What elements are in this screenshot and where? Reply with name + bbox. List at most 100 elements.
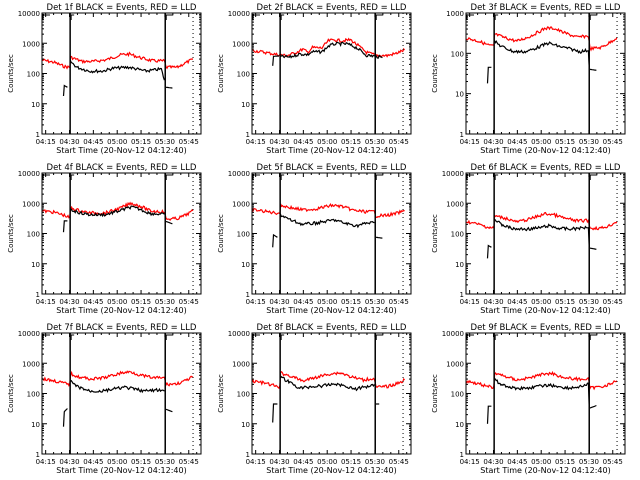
- series-events-line: [272, 55, 279, 66]
- series-lld-line: [251, 37, 406, 58]
- interval-bracket: [252, 334, 260, 340]
- series-events-line: [62, 84, 68, 97]
- series-lld-line: [465, 211, 618, 231]
- x-tick-label: 04:45: [507, 458, 527, 466]
- plot-frame: [465, 172, 626, 295]
- y-tick-label: 10000: [442, 170, 464, 178]
- x-tick-label: 05:15: [341, 458, 361, 466]
- x-tick-label: 04:30: [483, 458, 503, 466]
- plot-frame: [41, 12, 202, 135]
- x-tick-label: 05:45: [389, 298, 409, 306]
- interval-bracket: [494, 174, 499, 180]
- y-tick-label: 10: [31, 101, 40, 109]
- x-tick-label: 05:15: [131, 298, 151, 306]
- x-tick-label: 04:45: [293, 138, 313, 146]
- series-events-line: [272, 403, 278, 423]
- x-tick-label: 05:30: [579, 298, 599, 306]
- x-tick-label: 04:15: [36, 458, 56, 466]
- x-tick-label: 04:45: [507, 138, 527, 146]
- series-events-line: [486, 244, 492, 259]
- panel-title: Det 2f BLACK = Events, RED = LLD: [257, 3, 407, 13]
- series-events-line: [589, 68, 597, 71]
- x-axis-label: Start Time (20-Nov-12 04:12:40): [480, 306, 610, 315]
- interval-bracket: [165, 174, 174, 180]
- y-tick-label: 1000: [446, 200, 464, 208]
- panel-title: Det 1f BLACK = Events, RED = LLD: [47, 3, 197, 13]
- interval-bracket: [494, 14, 499, 20]
- x-tick-label: 05:15: [341, 138, 361, 146]
- panel-title: Det 6f BLACK = Events, RED = LLD: [471, 163, 621, 173]
- interval-bracket: [42, 334, 50, 340]
- panel-1: 04:15 04:30 04:45 05:00 05:15 05:30 05:45 1 10 10…: [7, 3, 202, 155]
- x-tick-label: 05:00: [317, 458, 337, 466]
- x-tick-label: 05:30: [365, 138, 385, 146]
- y-tick-label: 1000: [232, 200, 250, 208]
- series-events-line: [493, 39, 590, 68]
- y-tick-label: 1: [36, 291, 40, 299]
- interval-bracket: [466, 14, 474, 20]
- series-events-line: [69, 205, 165, 218]
- interval-bracket: [42, 14, 50, 20]
- plot-frame: [251, 332, 412, 455]
- x-tick-label: 05:15: [131, 458, 151, 466]
- y-axis-label: Counts/sec: [431, 374, 439, 413]
- y-tick-label: 1000: [446, 10, 464, 18]
- y-tick-label: 1: [460, 291, 464, 299]
- interval-bracket: [589, 14, 598, 20]
- interval-bracket: [70, 334, 75, 340]
- x-tick-label: 05:30: [155, 458, 175, 466]
- y-tick-label: 100: [27, 391, 40, 399]
- x-tick-label: 05:45: [179, 138, 199, 146]
- x-tick-label: 05:15: [555, 458, 575, 466]
- plot-frame: [465, 332, 626, 455]
- interval-bracket: [280, 14, 285, 20]
- interval-bracket: [165, 14, 174, 20]
- x-tick-label: 04:15: [36, 298, 56, 306]
- y-tick-label: 10000: [18, 10, 40, 18]
- x-tick-label: 05:00: [107, 458, 127, 466]
- x-tick-label: 05:45: [603, 458, 623, 466]
- x-tick-label: 04:15: [246, 298, 266, 306]
- series-events-line: [279, 213, 375, 229]
- y-tick-label: 10: [241, 261, 250, 269]
- series-events-line: [494, 218, 590, 248]
- y-tick-label: 1000: [232, 360, 250, 368]
- x-tick-label: 04:30: [269, 138, 289, 146]
- y-tick-label: 1: [246, 131, 250, 139]
- x-tick-label: 05:00: [107, 138, 127, 146]
- series-events-line: [69, 59, 165, 81]
- panel-title: Det 4f BLACK = Events, RED = LLD: [47, 163, 197, 173]
- series-events-line: [280, 41, 383, 59]
- x-tick-label: 04:30: [483, 298, 503, 306]
- interval-bracket: [589, 174, 598, 180]
- interval-bracket: [280, 334, 285, 340]
- panel-9: 04:15 04:30 04:45 05:00 05:15 05:30 05:45 1 10 10…: [431, 323, 626, 475]
- x-axis-label: Start Time (20-Nov-12 04:12:40): [480, 466, 610, 475]
- interval-bracket: [466, 334, 474, 340]
- x-axis-label: Start Time (20-Nov-12 04:12:40): [266, 146, 396, 155]
- plot-frame: [41, 332, 202, 455]
- y-tick-label: 1000: [22, 40, 40, 48]
- x-tick-label: 05:30: [365, 298, 385, 306]
- panel-title: Det 7f BLACK = Events, RED = LLD: [47, 323, 197, 333]
- x-tick-label: 05:45: [603, 138, 623, 146]
- x-tick-label: 05:00: [317, 138, 337, 146]
- x-tick-label: 05:45: [179, 458, 199, 466]
- interval-bracket: [280, 174, 285, 180]
- y-tick-label: 10000: [228, 330, 250, 338]
- x-tick-label: 05:00: [531, 458, 551, 466]
- series-events-line: [375, 236, 383, 239]
- panel-7: 04:15 04:30 04:45 05:00 05:15 05:30 05:45 1 10 10…: [7, 323, 202, 475]
- x-tick-label: 04:30: [59, 138, 79, 146]
- interval-bracket: [375, 14, 384, 20]
- y-tick-label: 10000: [228, 170, 250, 178]
- y-tick-label: 10000: [18, 330, 40, 338]
- panel-4: 04:15 04:30 04:45 05:00 05:15 05:30 05:45 1 10 10…: [7, 163, 202, 315]
- interval-bracket: [252, 174, 260, 180]
- x-tick-label: 05:30: [155, 298, 175, 306]
- x-tick-label: 05:45: [603, 298, 623, 306]
- x-tick-label: 04:30: [483, 138, 503, 146]
- series-events-line: [62, 408, 68, 427]
- y-tick-label: 10: [455, 421, 464, 429]
